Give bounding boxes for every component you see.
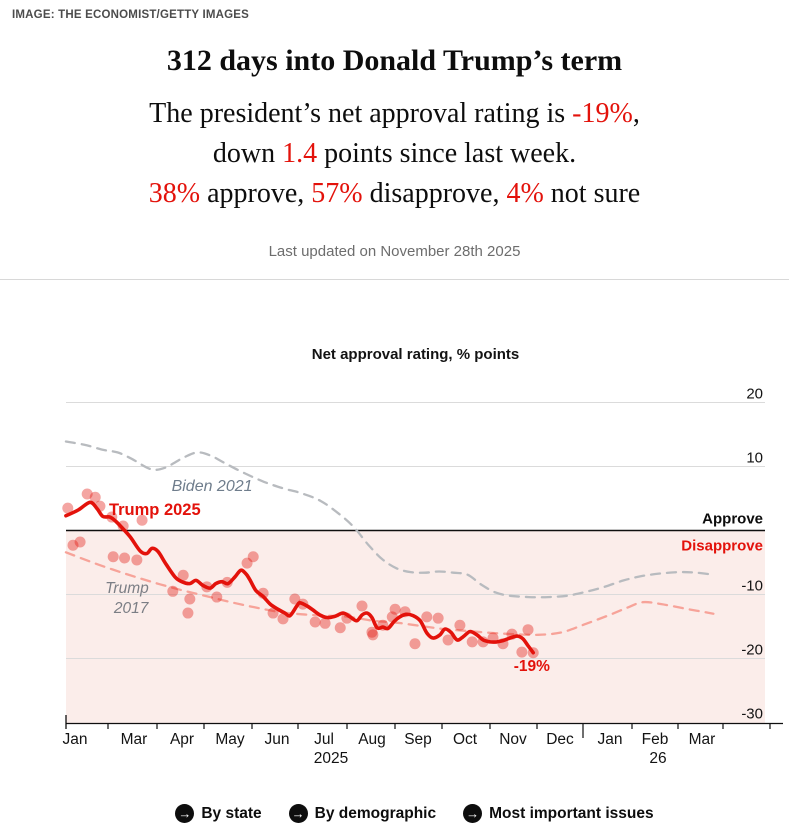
x-tick-label: Mar — [689, 731, 716, 748]
poll-dot — [136, 514, 148, 526]
x-tick-label: Mar — [121, 731, 148, 748]
poll-dot — [522, 624, 534, 636]
poll-dot — [184, 593, 196, 605]
poll-dot — [117, 520, 129, 532]
x-tick-label: Jan — [598, 731, 623, 748]
x-tick-label: Sep — [404, 731, 432, 748]
arrow-right-icon: → — [463, 804, 483, 823]
chart-title: Net approval rating, % points — [312, 346, 520, 363]
annotation-biden-2021: Biden 2021 — [172, 478, 253, 495]
poll-dot — [409, 638, 421, 650]
divider — [0, 279, 789, 280]
year-label: 26 — [649, 750, 666, 767]
poll-dot — [167, 585, 179, 597]
arrow-right-icon: → — [175, 804, 195, 823]
y-tick-label: 10 — [746, 450, 763, 467]
image-credit: IMAGE: THE ECONOMIST/GETTY IMAGES — [12, 9, 250, 21]
annotation-trump-2025: Trump 2025 — [109, 501, 201, 519]
poll-dot — [211, 591, 223, 603]
poll-dot — [74, 536, 86, 548]
footer-links: → By state → By demographic → Most impor… — [20, 804, 789, 823]
net-approval-chart: Net approval rating, % points 20 10 -10 -20 -… — [62, 346, 783, 767]
x-tick-label: Jan — [63, 731, 88, 748]
poll-dot — [516, 646, 528, 658]
most-important-issues-label: Most important issues — [489, 804, 654, 822]
disapprove-tint-area — [66, 530, 765, 724]
poll-dot — [131, 554, 143, 566]
disapprove-label: Disapprove — [681, 538, 763, 555]
by-demographic-label: By demographic — [314, 804, 437, 822]
poll-dot — [356, 600, 368, 612]
x-tick-label: Aug — [358, 731, 386, 748]
poll-dot — [267, 607, 279, 619]
poll-dot — [277, 613, 289, 625]
y-tick-label: 20 — [746, 386, 763, 403]
poll-dot — [432, 612, 444, 624]
poll-dot — [289, 593, 301, 605]
subtitle-line: 38% approve, 57% disapprove, 4% not sure — [148, 178, 641, 209]
poll-dot — [366, 626, 378, 638]
subtitle-line: The president’s net approval rating is -… — [149, 98, 640, 129]
x-tick-label: Apr — [170, 731, 194, 748]
trump-2025-line — [64, 500, 535, 655]
poll-dot — [466, 636, 478, 648]
poll-dot — [177, 569, 189, 581]
arrow-right-icon: → — [288, 804, 308, 823]
poll-dot — [107, 551, 119, 563]
y-tick-label: -20 — [741, 642, 763, 659]
y-tick-label: -30 — [741, 706, 763, 723]
poll-dot — [241, 557, 253, 569]
x-tick-label: Feb — [642, 731, 669, 748]
poll-dot — [119, 552, 131, 564]
x-tick-label: Oct — [453, 731, 478, 748]
x-tick-label: Jun — [265, 731, 290, 748]
annotation-2017: 2017 — [113, 600, 150, 617]
approve-label: Approve — [702, 511, 763, 528]
poll-dot — [67, 539, 79, 551]
x-tick-label: May — [215, 731, 245, 748]
last-updated: Last updated on November 28th 2025 — [268, 243, 521, 260]
poll-dot — [319, 617, 331, 629]
by-demographic-link[interactable]: → By demographic — [288, 804, 437, 823]
poll-dot — [334, 622, 346, 634]
subtitle: The president’s net approval rating is -… — [0, 94, 789, 214]
x-tick-label: Jul — [314, 731, 334, 748]
poll-dot — [421, 611, 433, 623]
x-tick-label: Dec — [546, 731, 574, 748]
x-tick-label: Nov — [499, 731, 527, 748]
poll-dot — [389, 603, 401, 615]
poll-dot — [367, 629, 379, 641]
y-tick-label: -10 — [741, 578, 763, 595]
by-state-label: By state — [201, 804, 262, 822]
poll-dot — [309, 616, 321, 628]
year-label: 2025 — [314, 750, 348, 767]
most-important-issues-link[interactable]: → Most important issues — [463, 804, 654, 823]
poll-dot — [89, 491, 101, 503]
subtitle-line: down 1.4 points since last week. — [212, 138, 577, 169]
poll-dot — [442, 634, 454, 646]
poll-dot — [62, 502, 74, 514]
by-state-link[interactable]: → By state — [175, 804, 262, 823]
annotation-trump: Trump — [105, 580, 149, 597]
poll-dot — [247, 551, 259, 563]
trump-2017-line — [64, 551, 715, 637]
poll-dot — [81, 488, 93, 500]
headline: 312 days into Donald Trump’s term — [166, 44, 623, 77]
biden-2021-line — [64, 440, 715, 599]
poll-dot — [182, 607, 194, 619]
annotation--19-: -19% — [514, 658, 550, 675]
poll-dot — [454, 619, 466, 631]
